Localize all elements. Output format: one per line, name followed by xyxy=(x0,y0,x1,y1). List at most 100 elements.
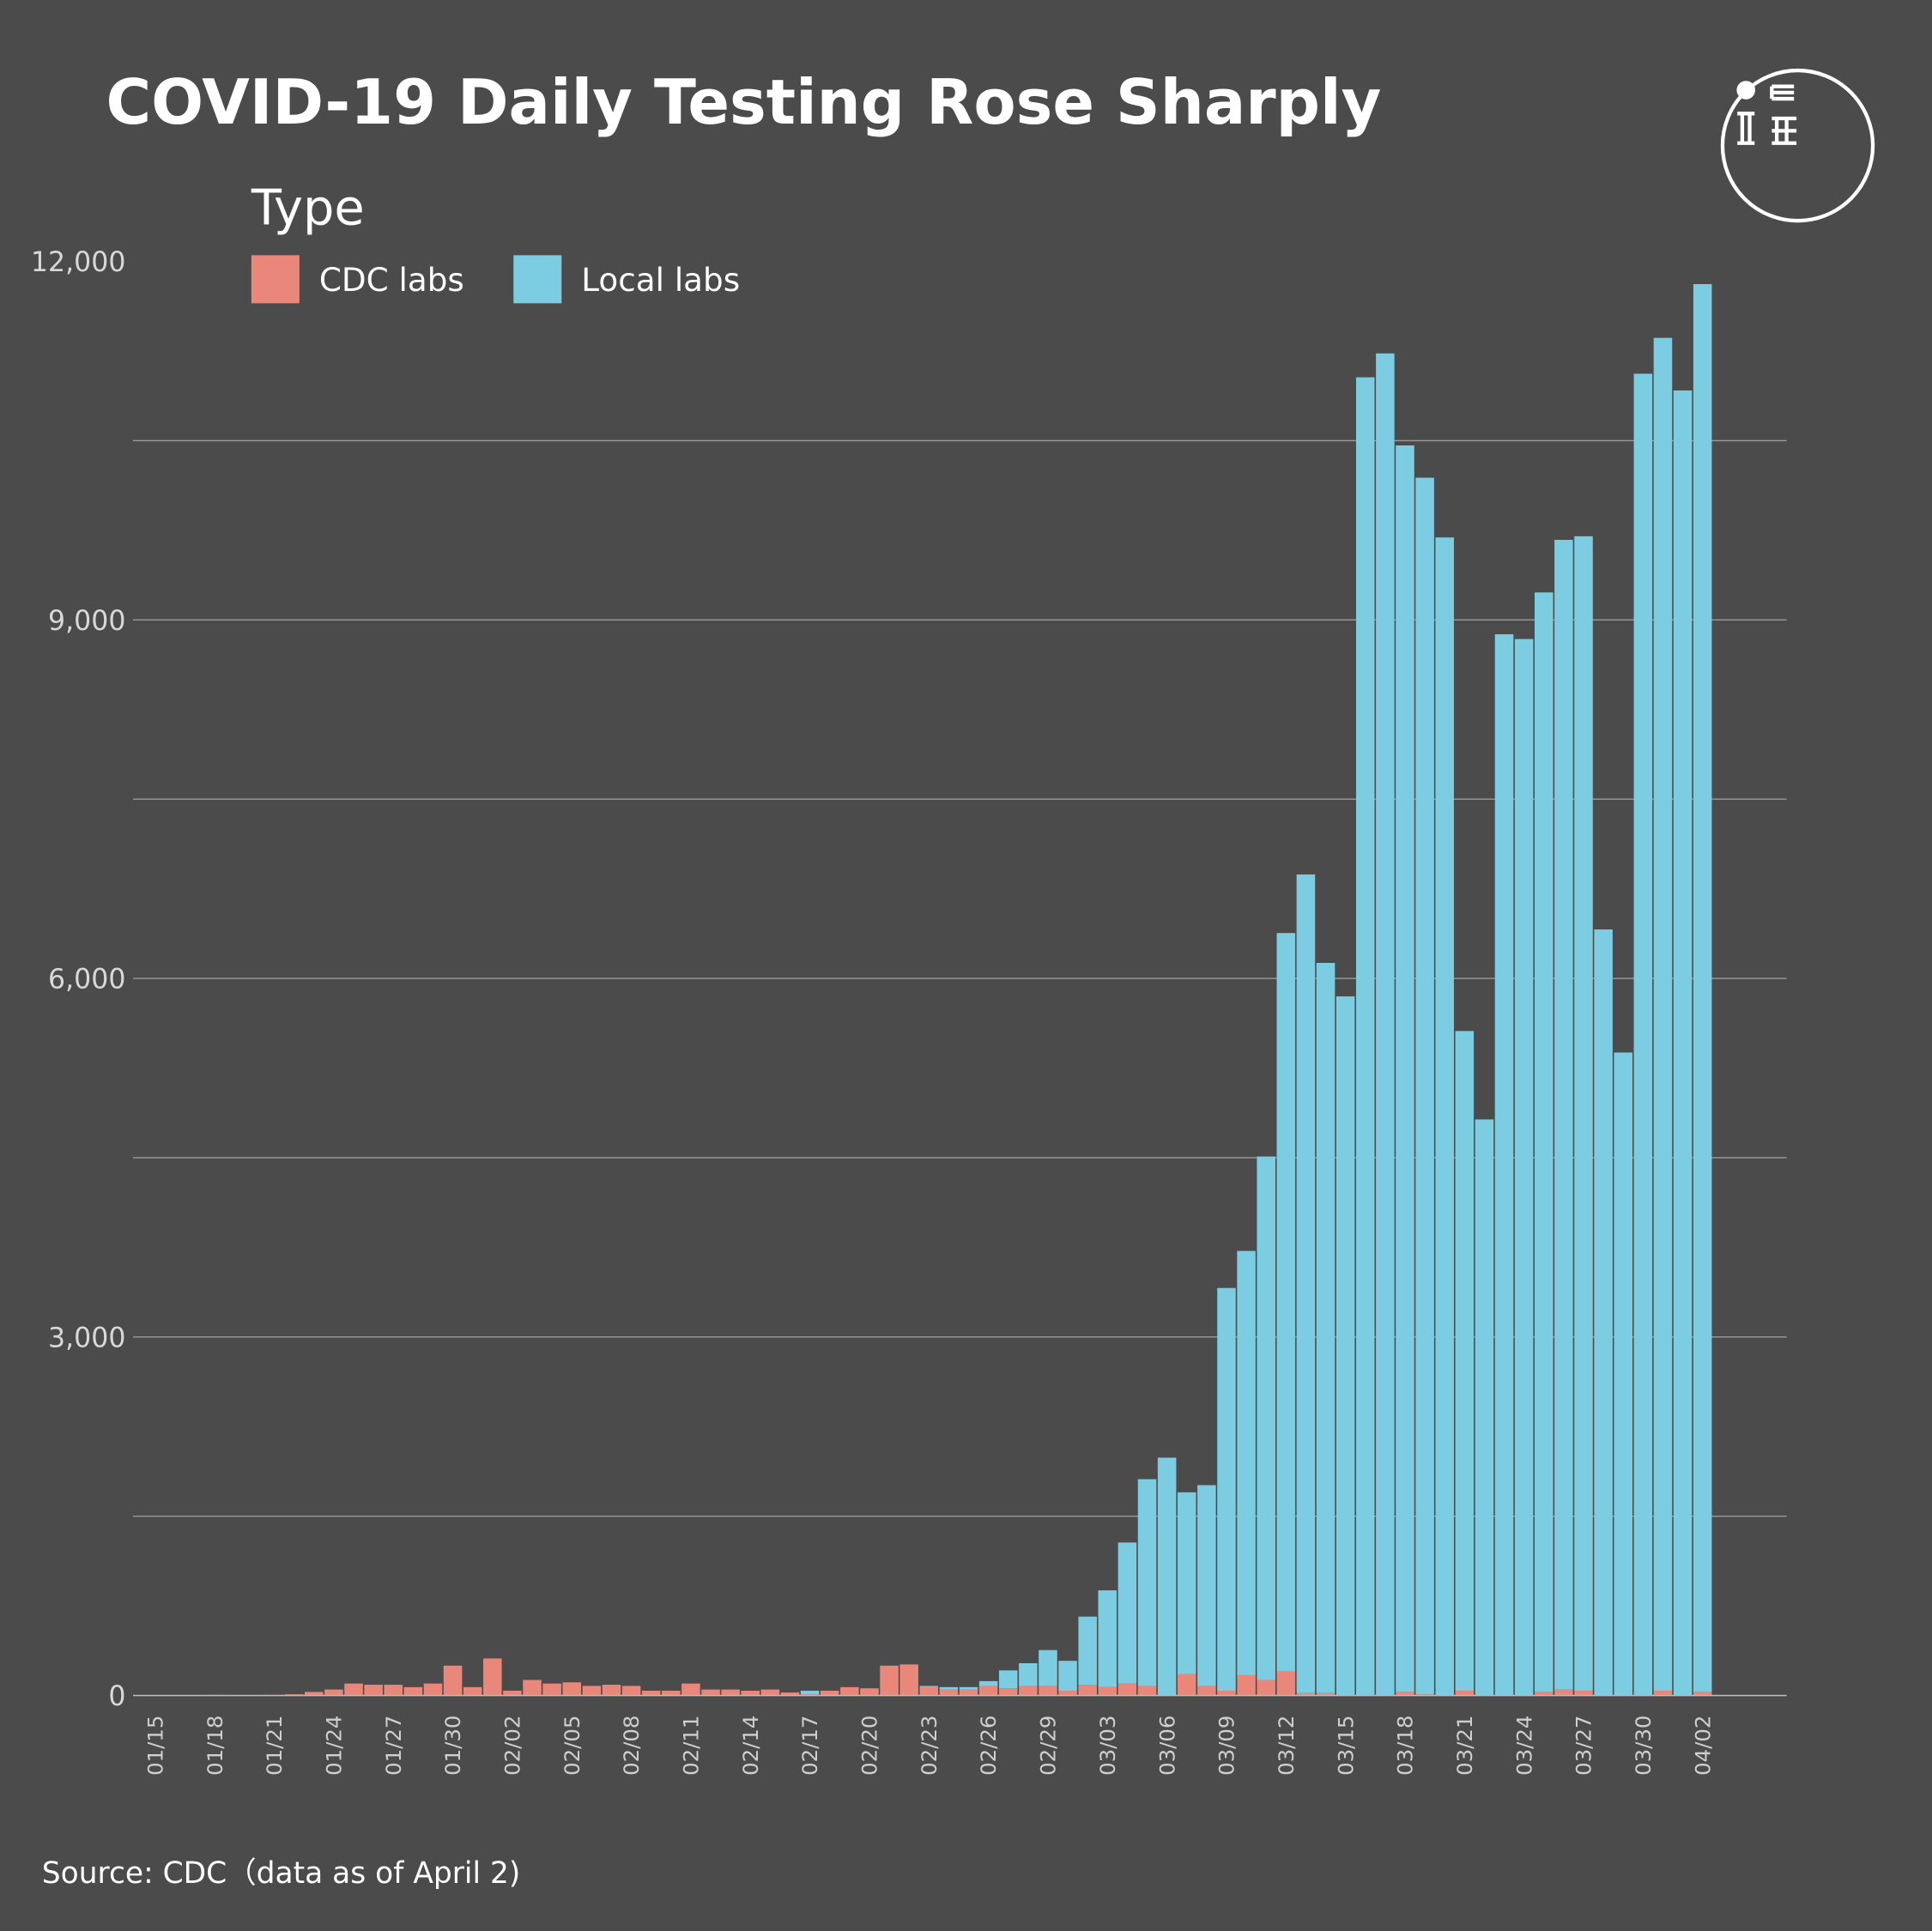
bar xyxy=(1257,1680,1275,1696)
bar xyxy=(443,1665,463,1696)
y-tick-label: 6,000 xyxy=(48,965,125,996)
bar xyxy=(1455,1031,1475,1692)
bar xyxy=(1197,1485,1216,1686)
bar xyxy=(1276,1671,1296,1696)
bar xyxy=(1335,996,1355,1696)
bar xyxy=(1574,1691,1593,1696)
bar xyxy=(840,1686,859,1696)
bar xyxy=(562,1682,582,1696)
bar xyxy=(1137,1686,1157,1696)
bar xyxy=(899,1664,918,1696)
bar xyxy=(880,1665,899,1696)
bar xyxy=(1078,1685,1097,1696)
bar xyxy=(1039,1650,1057,1686)
bar xyxy=(403,1686,423,1696)
bar xyxy=(1693,1692,1712,1696)
x-tick-label: 03/03 xyxy=(1095,1716,1120,1776)
bar xyxy=(1415,477,1434,1695)
bar xyxy=(959,1689,978,1696)
x-tick-label: 03/24 xyxy=(1511,1716,1536,1776)
bar xyxy=(1237,1250,1256,1675)
bar xyxy=(1078,1616,1097,1686)
bar xyxy=(760,1689,780,1696)
bar xyxy=(1614,1052,1633,1696)
bar xyxy=(1653,337,1673,1692)
x-tick-label: 02/29 xyxy=(1036,1716,1061,1776)
bar xyxy=(1098,1686,1117,1696)
x-tick-label: 03/18 xyxy=(1393,1716,1418,1776)
bar xyxy=(483,1658,502,1696)
bar xyxy=(1356,377,1375,1696)
bar xyxy=(1594,929,1613,1696)
y-tick-label: 0 xyxy=(108,1681,125,1712)
bar xyxy=(1455,1691,1475,1696)
x-tick-label: 04/02 xyxy=(1690,1716,1715,1776)
bar xyxy=(741,1691,760,1696)
bar xyxy=(681,1683,700,1696)
x-tick-label: 03/15 xyxy=(1333,1716,1358,1776)
bar xyxy=(1376,353,1395,1696)
bar xyxy=(1019,1686,1038,1696)
legend-swatch xyxy=(251,255,300,304)
x-tick-label: 03/12 xyxy=(1274,1716,1299,1776)
bar xyxy=(542,1683,561,1696)
bar xyxy=(662,1691,681,1696)
bar xyxy=(1019,1662,1038,1686)
bar xyxy=(1296,874,1316,1693)
bar xyxy=(1157,1457,1177,1696)
x-tick-label: 03/06 xyxy=(1154,1716,1179,1776)
bar xyxy=(364,1685,383,1696)
bar xyxy=(1117,1683,1137,1696)
bar xyxy=(423,1683,443,1696)
bar xyxy=(384,1685,403,1696)
x-tick-label: 03/21 xyxy=(1452,1716,1477,1776)
bar xyxy=(1039,1686,1057,1696)
x-tick-label: 03/27 xyxy=(1572,1716,1596,1776)
bar xyxy=(939,1689,959,1696)
bar xyxy=(1137,1479,1157,1686)
bar xyxy=(1535,592,1553,1692)
x-tick-label: 02/17 xyxy=(797,1716,822,1776)
bar xyxy=(621,1686,641,1696)
bar xyxy=(1117,1542,1137,1684)
bar xyxy=(1217,1287,1236,1692)
x-tick-label: 02/05 xyxy=(560,1716,584,1776)
bar xyxy=(523,1680,542,1696)
bar xyxy=(701,1689,720,1696)
x-tick-label: 01/18 xyxy=(203,1716,227,1776)
bar xyxy=(1197,1686,1216,1696)
x-tick-label: 03/09 xyxy=(1214,1716,1239,1776)
logo xyxy=(1720,68,1875,223)
x-tick-label: 02/08 xyxy=(619,1716,644,1776)
bar xyxy=(1396,1692,1414,1696)
bar xyxy=(919,1686,939,1696)
bar xyxy=(1535,1692,1553,1696)
bar xyxy=(1177,1492,1196,1674)
x-tick-label: 02/23 xyxy=(917,1716,942,1776)
bar xyxy=(503,1691,522,1696)
y-tick-label: 9,000 xyxy=(48,606,125,637)
bar xyxy=(1237,1674,1256,1696)
bar xyxy=(1435,537,1454,1696)
bar xyxy=(1475,1119,1494,1696)
bar xyxy=(1653,1691,1673,1696)
bar xyxy=(1554,1689,1573,1696)
bar xyxy=(1574,536,1593,1692)
bar xyxy=(998,1688,1018,1696)
bar xyxy=(1316,1692,1335,1696)
bar xyxy=(344,1683,363,1696)
bar xyxy=(978,1686,998,1696)
x-tick-label: 02/26 xyxy=(976,1716,1001,1776)
x-tick-label: 01/27 xyxy=(381,1716,406,1776)
bar xyxy=(1633,373,1653,1696)
bar xyxy=(959,1686,978,1690)
legend-label: CDC labs xyxy=(319,261,464,299)
bar xyxy=(780,1692,800,1696)
legend-label: Local labs xyxy=(581,261,740,299)
x-tick-label: 01/24 xyxy=(322,1716,347,1776)
x-tick-label: 02/14 xyxy=(738,1716,763,1776)
bar xyxy=(939,1686,959,1690)
bar xyxy=(602,1685,621,1696)
y-tick-label: 3,000 xyxy=(48,1323,125,1353)
bar xyxy=(305,1692,324,1696)
